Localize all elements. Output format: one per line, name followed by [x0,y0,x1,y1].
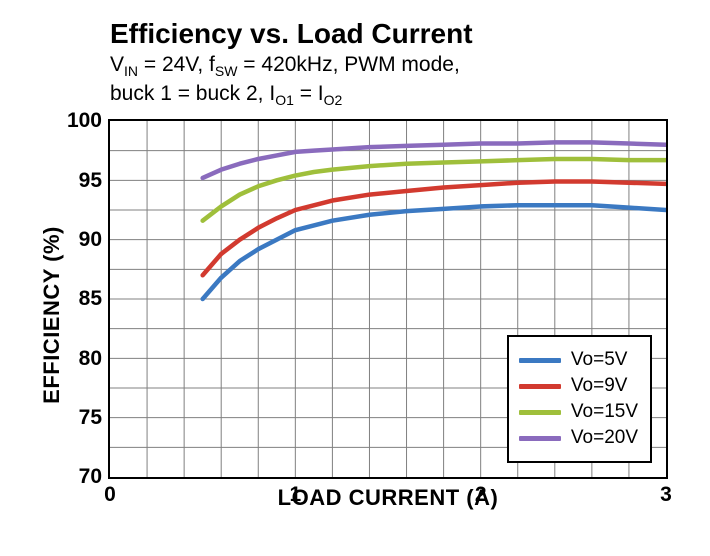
legend-item: Vo=20V [519,427,638,449]
y-axis-label: EFFICIENCY (%) [39,227,65,405]
x-tick-label: 1 [289,477,301,507]
chart-title: Efficiency vs. Load Current [110,18,680,50]
y-tick-label: 85 [79,287,110,311]
x-tick-label: 3 [660,477,672,507]
chart-figure: { "chart": { "type": "line", "title": "E… [0,0,710,556]
series-line [203,182,666,276]
legend-label: Vo=9V [571,375,628,397]
plot-area: 707580859095100 0123 Vo=5VVo=9VVo=15VVo=… [108,119,668,479]
y-tick-label: 100 [67,109,110,133]
y-tick-label: 75 [79,406,110,430]
legend-swatch [519,410,561,415]
legend-label: Vo=20V [571,427,638,449]
y-tick-label: 95 [79,169,110,193]
chart-subtitle: VIN = 24V, fSW = 420kHz, PWM mode,buck 1… [110,52,680,109]
legend-item: Vo=9V [519,375,638,397]
legend-label: Vo=15V [571,401,638,423]
legend-label: Vo=5V [571,349,628,371]
legend-swatch [519,358,561,363]
legend-box: Vo=5V Vo=9V Vo=15V Vo=20V [507,335,652,463]
x-tick-label: 2 [475,477,487,507]
chart-area: EFFICIENCY (%) 707580859095100 0123 Vo=5… [60,119,680,511]
y-tick-label: 80 [79,347,110,371]
x-tick-label: 0 [104,477,116,507]
legend-item: Vo=5V [519,349,638,371]
legend-swatch [519,384,561,389]
x-axis-label: LOAD CURRENT (A) [108,485,668,511]
legend-swatch [519,436,561,441]
legend-item: Vo=15V [519,401,638,423]
y-tick-label: 90 [79,228,110,252]
